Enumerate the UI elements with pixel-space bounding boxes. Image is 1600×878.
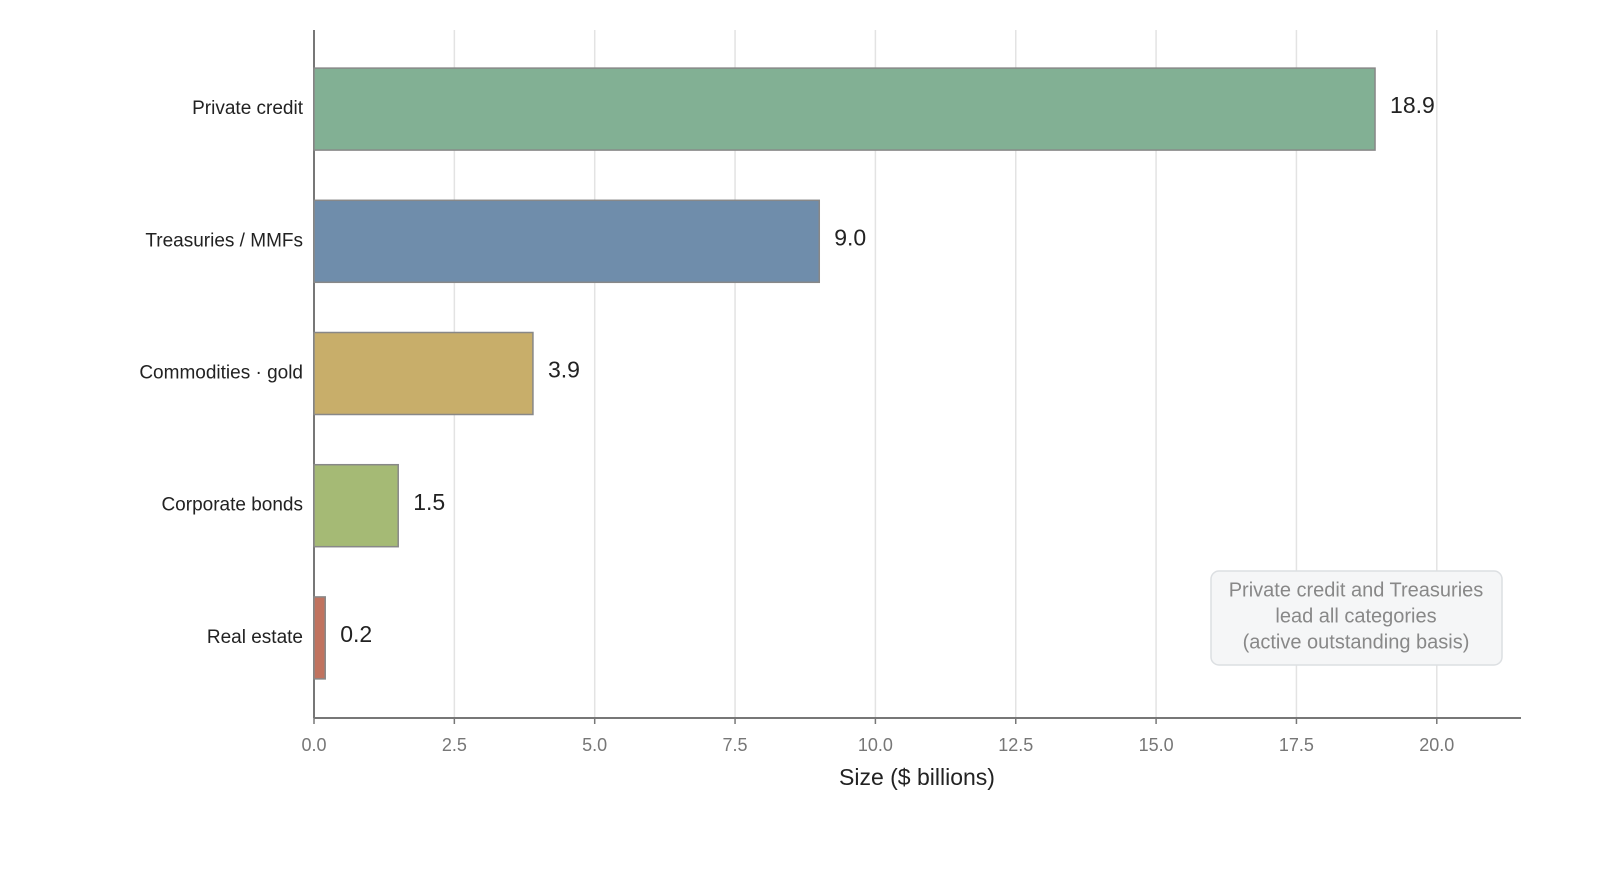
x-tick-label: 15.0	[1139, 735, 1174, 755]
y-tick-label: Corporate bonds	[161, 495, 303, 516]
x-tick-label: 12.5	[998, 735, 1033, 755]
y-tick-label: Private credit	[192, 98, 304, 119]
bar	[313, 463, 399, 548]
x-tick-label: 7.5	[723, 735, 748, 755]
x-axis-label: Size ($ billions)	[839, 764, 995, 790]
bar	[313, 199, 821, 284]
value-label: 18.9	[1390, 92, 1435, 118]
value-label: 9.0	[834, 224, 866, 250]
annotation-text: (active outstanding basis)	[1243, 631, 1470, 653]
y-tick-label: Treasuries / MMFs	[145, 230, 303, 251]
bar	[313, 331, 534, 416]
value-label: 0.2	[340, 621, 372, 647]
x-tick-label: 2.5	[442, 735, 467, 755]
x-tick-label: 5.0	[582, 735, 607, 755]
x-tick-label: 10.0	[858, 735, 893, 755]
annotation-text: Private credit and Treasuries	[1229, 579, 1484, 601]
annotation-text: lead all categories	[1275, 605, 1436, 627]
y-tick-label: Real estate	[207, 627, 303, 648]
value-label: 3.9	[548, 357, 580, 383]
value-label: 1.5	[413, 489, 445, 515]
annotation-box	[1210, 570, 1503, 666]
x-tick-label: 0.0	[301, 735, 326, 755]
bar	[313, 67, 1376, 151]
bar	[313, 596, 326, 680]
x-tick-label: 17.5	[1279, 735, 1314, 755]
y-tick-label: Commodities · gold	[139, 363, 303, 384]
x-tick-label: 20.0	[1419, 735, 1454, 755]
